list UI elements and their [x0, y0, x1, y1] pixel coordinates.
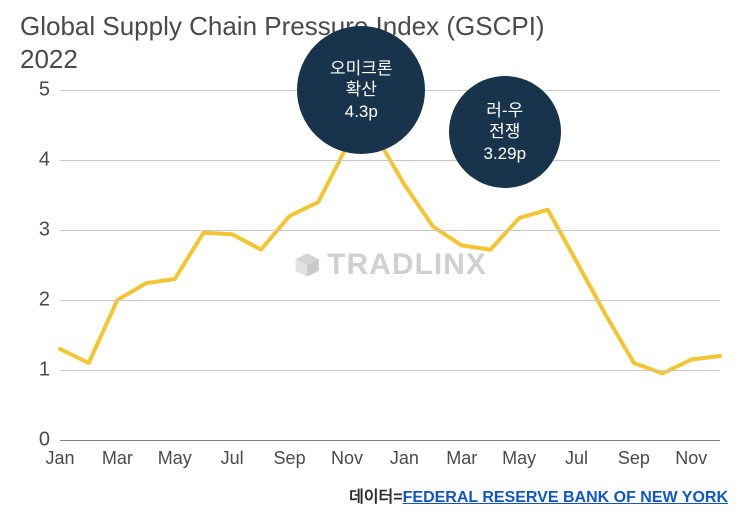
x-tick-label: Jan — [390, 448, 419, 469]
y-tick-label: 4 — [39, 149, 50, 172]
data-source: 데이터=FEDERAL RESERVE BANK OF NEW YORK — [349, 483, 728, 507]
gridline — [60, 160, 720, 161]
callout-bubble-1: 러-우전쟁3.29p — [449, 76, 561, 188]
x-tick-label: Sep — [274, 448, 306, 469]
chart-area: TRADLINX 012345JanMarMayJulSepNovJanMarM… — [60, 90, 720, 440]
callout-line: 확산 — [346, 79, 377, 100]
x-tick-label: Mar — [102, 448, 133, 469]
x-tick-label: Jul — [565, 448, 588, 469]
callout-bubble-0: 오미크론확산4.3p — [297, 26, 425, 154]
x-tick-label: May — [502, 448, 536, 469]
callout-line: 4.3p — [345, 101, 378, 122]
gscpi-line — [60, 136, 720, 374]
x-tick-label: Nov — [675, 448, 707, 469]
gridline — [60, 300, 720, 301]
source-link[interactable]: FEDERAL RESERVE BANK OF NEW YORK — [403, 489, 728, 506]
x-tick-label: Mar — [446, 448, 477, 469]
callout-line: 러-우 — [486, 100, 523, 121]
chart-title: Global Supply Chain Pressure Index (GSCP… — [20, 10, 545, 75]
callout-line: 전쟁 — [489, 121, 520, 142]
y-tick-label: 5 — [39, 79, 50, 102]
title-line-2: 2022 — [20, 44, 78, 74]
x-tick-label: Jul — [221, 448, 244, 469]
x-tick-label: Jan — [45, 448, 74, 469]
source-prefix: 데이터= — [349, 489, 403, 506]
y-tick-label: 2 — [39, 289, 50, 312]
gridline — [60, 230, 720, 231]
y-tick-label: 1 — [39, 359, 50, 382]
y-tick-label: 3 — [39, 219, 50, 242]
x-tick-label: Sep — [618, 448, 650, 469]
x-tick-label: Nov — [331, 448, 363, 469]
callout-line: 3.29p — [484, 143, 527, 164]
callout-line: 오미크론 — [330, 58, 393, 79]
title-line-1: Global Supply Chain Pressure Index (GSCP… — [20, 11, 545, 41]
x-tick-label: May — [158, 448, 192, 469]
gridline — [60, 370, 720, 371]
x-axis-baseline — [60, 440, 720, 441]
